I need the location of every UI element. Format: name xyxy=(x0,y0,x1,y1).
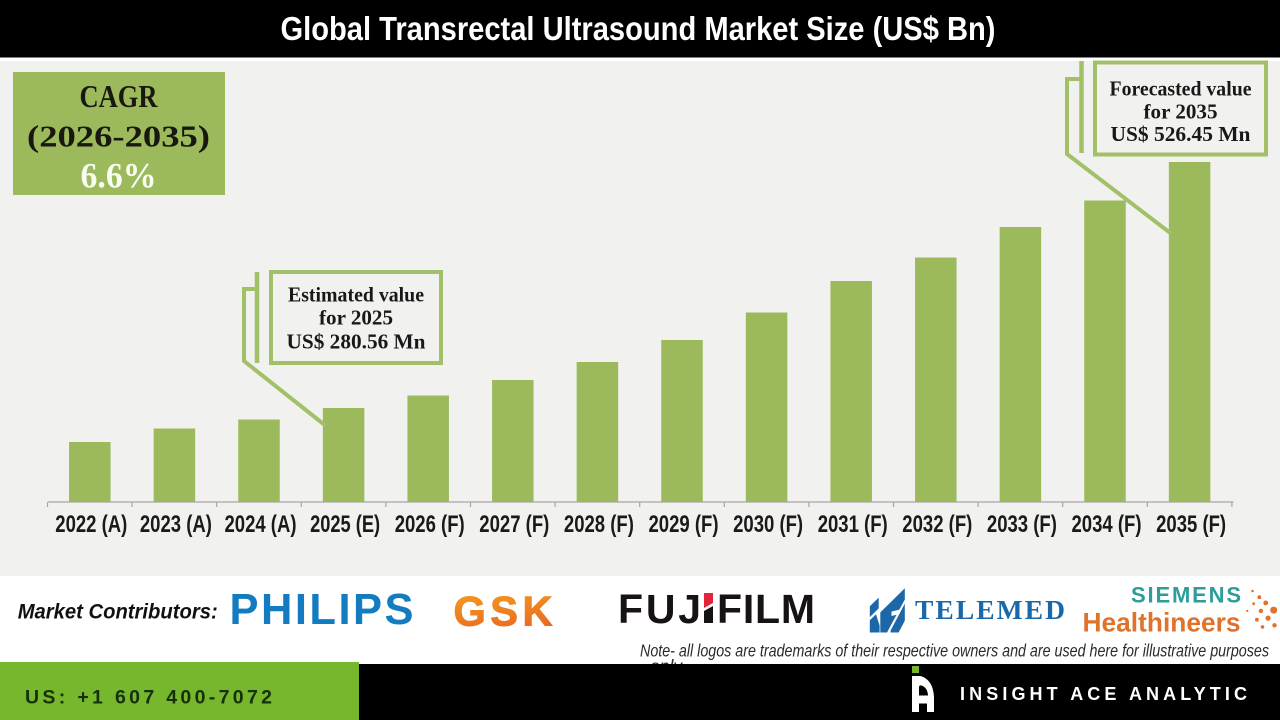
svg-text:FILM: FILM xyxy=(717,586,815,632)
svg-text:INSIGHT ACE ANALYTIC: INSIGHT ACE ANALYTIC xyxy=(960,684,1247,704)
svg-text:Global Transrectal Ultrasound: Global Transrectal Ultrasound Market Siz… xyxy=(281,10,996,47)
svg-text:6.6%: 6.6% xyxy=(81,156,157,196)
svg-text:Note- all logos are trademarks: Note- all logos are trademarks of their … xyxy=(640,640,1269,660)
svg-text:Forecasted value: Forecasted value xyxy=(1110,77,1252,101)
svg-text:2033 (F): 2033 (F) xyxy=(987,511,1057,538)
svg-text:US$ 280.56 Mn: US$ 280.56 Mn xyxy=(287,330,426,354)
svg-text:TELEMED: TELEMED xyxy=(915,594,1065,625)
svg-text:2035 (F): 2035 (F) xyxy=(1156,511,1226,538)
svg-text:2023 (A): 2023 (A) xyxy=(140,511,212,538)
svg-text:2028 (F): 2028 (F) xyxy=(564,511,634,538)
svg-text:Estimated value: Estimated value xyxy=(288,283,424,307)
svg-text:2022 (A): 2022 (A) xyxy=(55,511,127,538)
svg-text:for 2025: for 2025 xyxy=(319,306,393,330)
svg-text:2030 (F): 2030 (F) xyxy=(733,511,803,538)
svg-text:2024 (A): 2024 (A) xyxy=(225,511,297,538)
svg-text:for 2035: for 2035 xyxy=(1144,100,1218,124)
svg-text:Healthineers: Healthineers xyxy=(1083,608,1241,638)
svg-text:PHILIPS: PHILIPS xyxy=(230,586,414,634)
svg-text:(2026-2035): (2026-2035) xyxy=(27,119,210,154)
svg-text:US: +1 607 400-7072: US: +1 607 400-7072 xyxy=(25,687,272,709)
svg-text:2032 (F): 2032 (F) xyxy=(902,511,972,538)
svg-text:CAGR: CAGR xyxy=(80,78,159,114)
svg-text:2026 (F): 2026 (F) xyxy=(395,511,465,538)
svg-text:2025 (E): 2025 (E) xyxy=(310,511,380,538)
svg-text:FUJ: FUJ xyxy=(618,586,701,632)
svg-text:GSK: GSK xyxy=(454,588,553,635)
svg-text:2034 (F): 2034 (F) xyxy=(1072,511,1142,538)
svg-text:SIEMENS: SIEMENS xyxy=(1131,583,1241,608)
svg-text:Market Contributors:: Market Contributors: xyxy=(18,600,218,624)
svg-text:2027 (F): 2027 (F) xyxy=(479,511,549,538)
svg-text:2029 (F): 2029 (F) xyxy=(649,511,719,538)
svg-text:2031 (F): 2031 (F) xyxy=(818,511,888,538)
svg-text:US$ 526.45 Mn: US$ 526.45 Mn xyxy=(1111,122,1251,146)
